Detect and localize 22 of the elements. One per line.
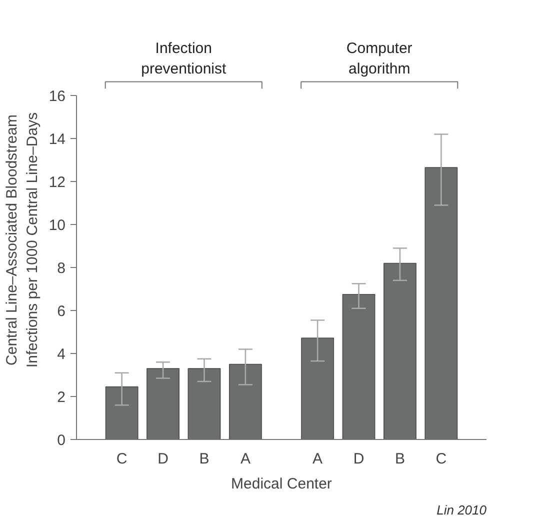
x-tick-label: A	[240, 450, 250, 468]
x-tick-label: B	[394, 450, 405, 468]
x-tick-label: B	[199, 450, 210, 468]
y-tick-label: 6	[57, 303, 66, 320]
text: Lin 2010	[436, 502, 488, 518]
y-tick-label: 4	[57, 346, 66, 364]
y-tick-label: 10	[48, 217, 66, 234]
y-tick-label: 16	[48, 88, 66, 106]
x-axis-title: Medical Center	[231, 476, 332, 492]
y-tick-label: 8	[57, 260, 66, 278]
x-tick-label: C	[436, 450, 447, 468]
text: Infection preventionist	[141, 40, 227, 78]
y-tick-label: 12	[48, 174, 66, 192]
x-tick-label: D	[353, 450, 364, 468]
x-tick-label: D	[158, 450, 169, 468]
y-tick-label: 2	[57, 389, 66, 406]
x-tick-label: C	[116, 450, 128, 468]
y-tick-label: 14	[48, 131, 66, 148]
x-tick-label: A	[312, 450, 323, 468]
text: Computer algorithm	[346, 40, 412, 78]
y-axis-title: Central Line–Associated Bloodstream Infections per 1000 Central Line–Days	[3, 112, 41, 368]
y-tick-label: 0	[57, 432, 66, 449]
